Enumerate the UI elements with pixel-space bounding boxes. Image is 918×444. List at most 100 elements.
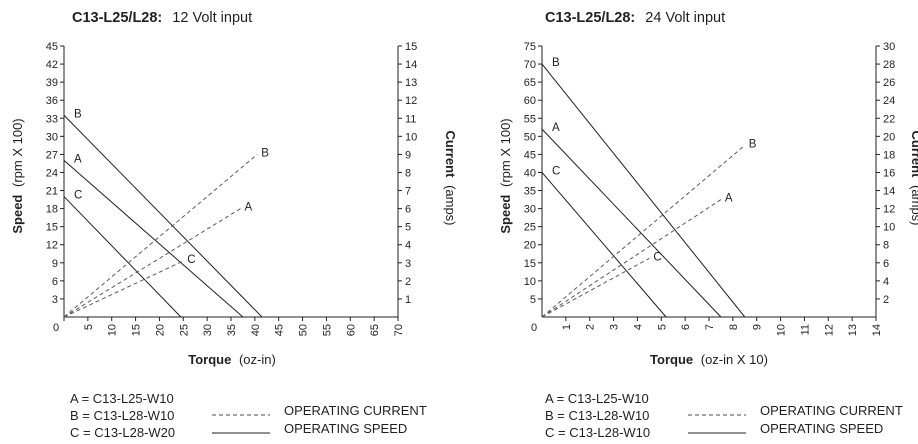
speed-line-c xyxy=(541,172,667,318)
current-line-a xyxy=(541,199,722,318)
x-tick-label: 45 xyxy=(274,324,286,336)
current-line-label-b: B xyxy=(261,147,269,159)
speed-line-a xyxy=(63,160,244,318)
y2-tick-label: 8 xyxy=(405,167,411,179)
chart-title: C13-L25/L28: 24 Volt input xyxy=(545,10,725,26)
legend: A = C13-L25-W10 B = C13-L28-W10 C = C13-… xyxy=(70,391,427,440)
chart-title-rest: 12 Volt input xyxy=(172,10,252,26)
y2-axis-label-bold: Current xyxy=(443,130,458,178)
y-tick-label: 65 xyxy=(524,77,536,89)
y2-tick-label: 18 xyxy=(883,149,895,161)
svg-text:Speed (rpm X 100): Speed (rpm X 100) xyxy=(10,118,25,233)
plot-area: 3691215182124273033363942451234567891011… xyxy=(46,41,418,336)
x-axis-label-rest: (oz-in) xyxy=(239,352,276,367)
y2-tick-label: 11 xyxy=(405,113,416,125)
y-tick-label: 39 xyxy=(46,77,58,89)
y2-tick-label: 4 xyxy=(405,240,411,252)
y2-axis-label: Current (amps) xyxy=(443,130,458,225)
y2-tick-label: 30 xyxy=(883,41,895,53)
y2-tick-label: 14 xyxy=(883,186,895,198)
origin-label: 0 xyxy=(53,322,59,334)
legend-model-a: A = C13-L25-W10 xyxy=(70,391,174,406)
y-tick-label: 55 xyxy=(524,113,536,125)
y2-tick-label: 10 xyxy=(883,222,895,234)
speed-line-a xyxy=(541,128,722,318)
y-tick-label: 40 xyxy=(524,167,536,179)
current-line-a xyxy=(63,208,241,318)
x-tick-label: 25 xyxy=(178,324,190,336)
y-axis-label-rest: (rpm X 100) xyxy=(10,118,25,187)
y2-tick-label: 10 xyxy=(405,131,417,143)
speed-line-b xyxy=(541,63,746,318)
current-line-label-b: B xyxy=(749,138,757,150)
y-tick-label: 10 xyxy=(524,276,536,288)
y2-tick-label: 15 xyxy=(405,41,417,53)
x-axis-label-bold: Torque xyxy=(650,352,693,367)
y-tick-label: 45 xyxy=(524,149,536,161)
speed-line-label-c: C xyxy=(74,190,82,202)
y-axis-label: Speed (rpm X 100) xyxy=(498,118,513,233)
chart-title: C13-L25/L28: 12 Volt input xyxy=(72,10,252,26)
y2-tick-label: 26 xyxy=(883,77,895,89)
x-tick-label: 3 xyxy=(609,324,621,330)
y-tick-label: 45 xyxy=(46,41,58,53)
speed-line-label-a: A xyxy=(552,122,560,134)
y-tick-label: 30 xyxy=(46,131,58,143)
current-line-b xyxy=(541,144,746,318)
x-tick-label: 11 xyxy=(799,324,811,335)
y2-tick-label: 5 xyxy=(405,222,411,234)
svg-text:Speed (rpm X 100): Speed (rpm X 100) xyxy=(498,118,513,233)
x-tick-label: 5 xyxy=(83,324,95,330)
y-axis-label: Speed (rpm X 100) xyxy=(10,118,25,233)
y-axis-label-rest: (rpm X 100) xyxy=(498,118,513,187)
y2-tick-label: 1 xyxy=(405,294,411,306)
x-tick-label: 5 xyxy=(656,324,668,330)
svg-text:Current (amps): Current (amps) xyxy=(443,130,458,225)
y2-tick-label: 9 xyxy=(405,149,411,161)
legend-model-b: B = C13-L28-W10 xyxy=(70,408,174,423)
chart-24-volt: C13-L25/L28: 24 Volt input Speed (rpm X … xyxy=(498,10,918,440)
svg-text:Current (amps): Current (amps) xyxy=(909,130,918,225)
x-tick-label: 14 xyxy=(871,324,883,336)
speed-line-label-b: B xyxy=(552,57,560,69)
y2-tick-label: 7 xyxy=(405,186,411,198)
y2-tick-label: 6 xyxy=(405,204,411,216)
y2-tick-label: 16 xyxy=(883,167,895,179)
y-tick-label: 24 xyxy=(46,167,58,179)
y2-tick-label: 12 xyxy=(405,95,417,107)
chart-12-volt: C13-L25/L28: 12 Volt input Speed (rpm X … xyxy=(10,10,458,440)
y-tick-label: 5 xyxy=(530,294,536,306)
y2-tick-label: 12 xyxy=(883,204,895,216)
speed-line-label-a: A xyxy=(74,153,82,165)
y2-tick-label: 13 xyxy=(405,77,417,89)
legend-model-a: A = C13-L25-W10 xyxy=(545,391,649,406)
speed-line-label-c: C xyxy=(552,165,560,177)
x-tick-label: 55 xyxy=(321,324,333,336)
legend-current-label: OPERATING CURRENT xyxy=(760,403,903,418)
chart-title-rest: 24 Volt input xyxy=(645,10,725,26)
x-tick-label: 30 xyxy=(202,324,214,336)
y2-tick-label: 8 xyxy=(883,240,889,252)
y2-tick-label: 22 xyxy=(883,113,895,125)
y-tick-label: 9 xyxy=(52,258,58,270)
x-tick-label: 15 xyxy=(131,324,143,336)
y2-axis-label-rest: (amps) xyxy=(443,185,458,225)
y2-tick-label: 28 xyxy=(883,59,895,71)
y-axis-label-bold: Speed xyxy=(10,195,25,234)
x-tick-label: 35 xyxy=(226,324,238,336)
origin-label: 0 xyxy=(531,322,537,334)
legend-speed-label: OPERATING SPEED xyxy=(284,421,407,436)
y-tick-label: 33 xyxy=(46,113,58,125)
x-tick-label: 60 xyxy=(345,324,357,336)
y-tick-label: 35 xyxy=(524,186,536,198)
y2-tick-label: 24 xyxy=(883,95,895,107)
x-tick-label: 10 xyxy=(776,324,788,336)
plot-area: 5101520253035404550556065707524681012141… xyxy=(524,41,896,336)
speed-line-c xyxy=(63,196,182,318)
current-line-b xyxy=(63,154,258,318)
y-tick-label: 27 xyxy=(46,149,58,161)
x-tick-label: 6 xyxy=(680,324,692,330)
current-line-label-c: C xyxy=(187,254,195,266)
legend-current-label: OPERATING CURRENT xyxy=(284,403,427,418)
